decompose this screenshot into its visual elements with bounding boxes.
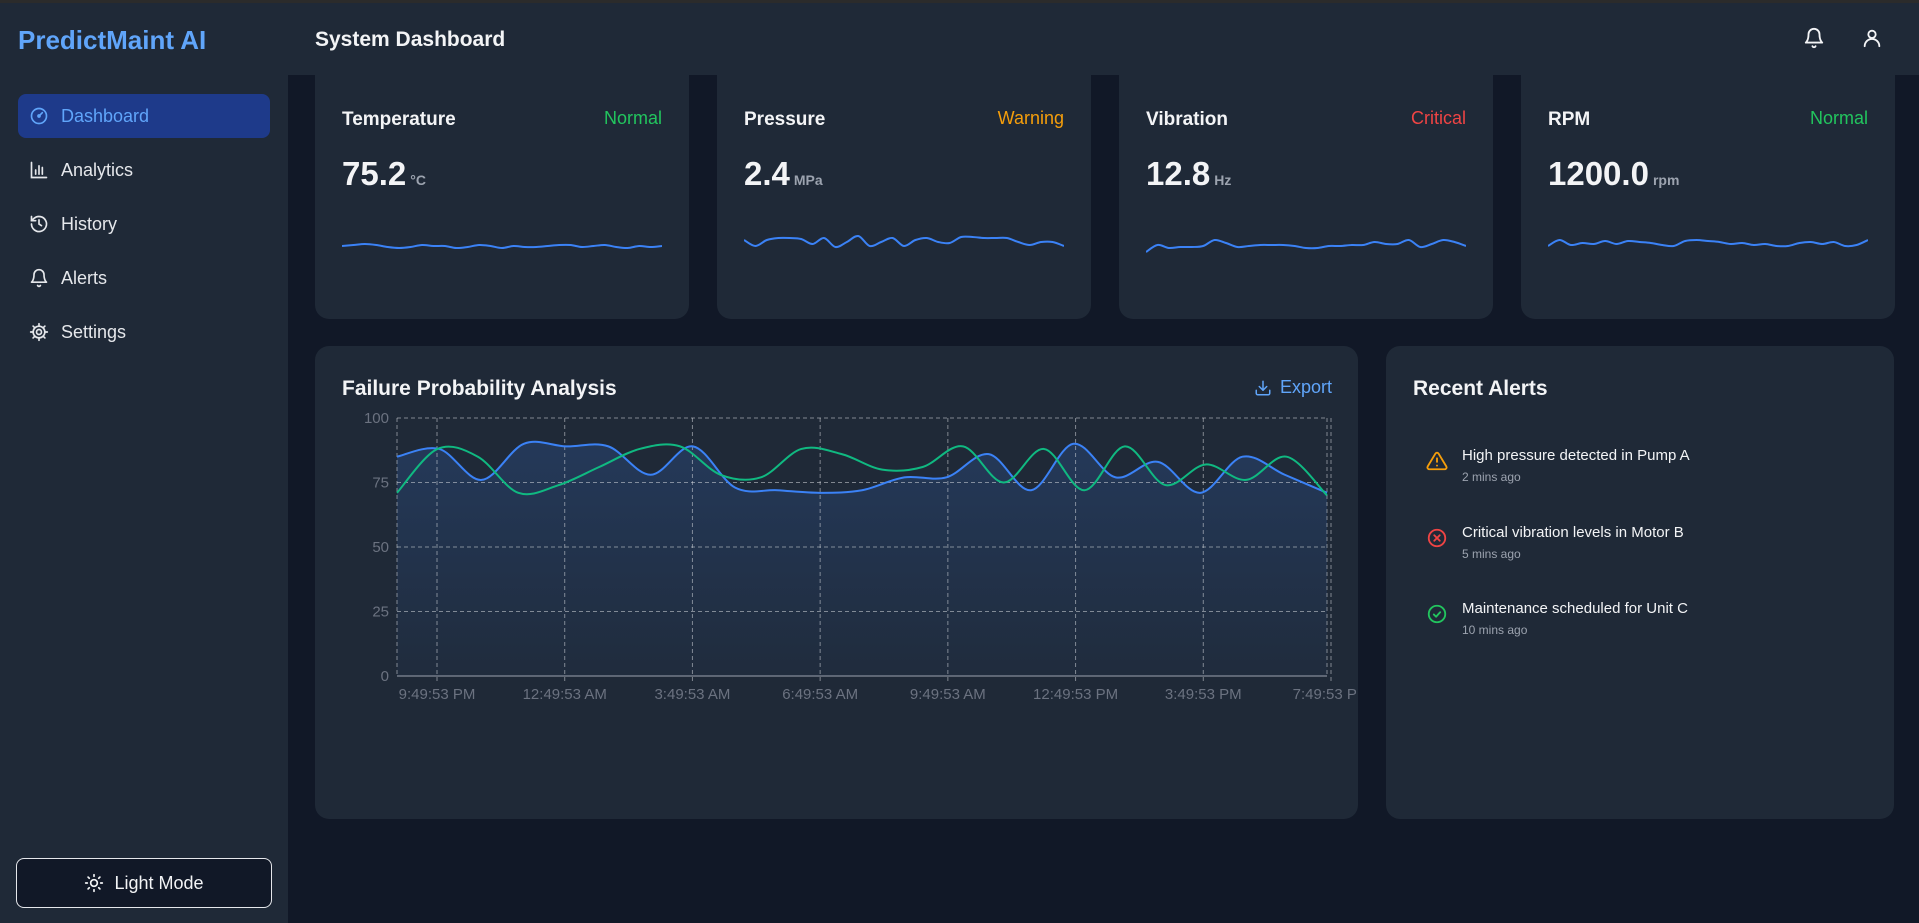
x-tick-label: 3:49:53 PM [1165,686,1242,703]
sparkline [744,234,1064,249]
top-header: System Dashboard [288,3,1919,75]
sparkline-path [342,242,662,250]
alert-item[interactable]: Maintenance scheduled for Unit C 10 mins… [1426,600,1866,644]
light-mode-button[interactable]: Light Mode [16,858,272,908]
x-tick-label: 6:49:53 AM [782,686,858,703]
metric-card-rpm: RPM Normal 1200.0 rpm [1521,75,1895,319]
sparkline-path [1146,238,1466,253]
metric-name: RPM [1548,109,1591,130]
recent-alerts-card: Recent Alerts High pressure detected in … [1386,346,1894,819]
y-tick-label: 75 [372,475,389,492]
x-tick-label: 9:49:53 AM [910,686,986,703]
sidebar-item-label: Alerts [61,267,108,288]
warning-icon [1426,450,1450,474]
status-badge: Normal [1809,108,1868,128]
series-line [396,440,1328,494]
sun-icon [85,873,104,893]
sidebar-item-analytics[interactable]: Analytics [18,148,270,192]
window-top-strip [0,0,1919,3]
sidebar-item-label: Dashboard [61,105,150,126]
x-tick-label: 9:49:53 PM [399,686,476,703]
sidebar-item-label: Settings [61,321,127,342]
export-button[interactable]: Export [1254,377,1332,398]
failure-probability-card: 0 25 50 75 100 9:49:53 PM 12:49:53 AM 3:49:53 A… [315,346,1358,819]
status-badge: Normal [603,108,662,128]
metric-name: Pressure [744,109,826,130]
alert-text: High pressure detected in Pump A [1462,447,1690,464]
metric-card-vibration: Vibration Critical 12.8 Hz [1119,75,1493,319]
alert-time: 2 mins ago [1462,470,1521,484]
check-circle-icon [1426,603,1450,627]
sidebar-item-label: History [61,213,118,234]
series-area [397,441,1327,676]
sparkline [342,242,662,250]
bell-icon [28,267,50,289]
sidebar-item-history[interactable]: History [18,202,270,246]
export-label: Export [1279,377,1332,397]
sparkline-path [744,234,1064,249]
failure-probability-chart: 0 25 50 75 100 9:49:53 PM 12:49:53 AM 3:49:53 A… [364,410,1358,703]
x-tick-label: 12:49:53 AM [523,686,607,703]
metric-value: 75.2 °C [342,155,426,192]
y-tick-label: 0 [381,668,389,685]
alert-item[interactable]: Critical vibration levels in Motor B 5 m… [1426,524,1866,568]
alert-time: 10 mins ago [1462,623,1528,637]
metric-unit: rpm [1652,172,1680,188]
y-tick-label: 100 [364,410,389,427]
x-tick-label: 3:49:53 AM [654,686,730,703]
status-badge: Warning [997,108,1064,128]
status-badge: Critical [1410,108,1466,128]
metric-unit: Hz [1214,172,1232,188]
app-logo: PredictMaint AI [18,25,207,55]
alerts-title: Recent Alerts [1413,377,1548,400]
series-line [396,443,1328,497]
metric-name: Temperature [342,109,456,130]
metric-value: 1200.0 rpm [1548,155,1680,192]
sidebar-nav: Dashboard Analytics History Alerts Setti… [18,94,270,364]
bell-icon[interactable] [1803,27,1829,53]
y-tick-label: 25 [372,604,389,621]
sparkline-path [1548,238,1868,248]
gauge-icon [28,105,50,127]
sparkline [1146,238,1466,253]
alert-text: Maintenance scheduled for Unit C [1462,600,1688,617]
download-icon [1255,380,1271,395]
metric-value: 12.8 Hz [1146,155,1232,192]
sparkline [1548,238,1868,248]
bar-chart-icon [28,159,50,181]
metric-unit: MPa [793,172,823,188]
page-title: System Dashboard [315,28,506,51]
sidebar-item-dashboard[interactable]: Dashboard [18,94,270,138]
alert-text: Critical vibration levels in Motor B [1462,524,1684,541]
metric-card-temperature: Temperature Normal 75.2 °C [315,75,689,319]
sidebar: PredictMaint AI Dashboard Analytics Hist… [0,3,288,923]
sidebar-item-settings[interactable]: Settings [18,310,270,354]
metric-card-pressure: Pressure Warning 2.4 MPa [717,75,1091,319]
sidebar-item-label: Analytics [61,159,134,180]
metric-value: 2.4 MPa [744,155,823,192]
gear-icon [28,321,50,343]
user-icon[interactable] [1861,27,1887,53]
alert-item[interactable]: High pressure detected in Pump A 2 mins … [1426,447,1866,491]
light-mode-label: Light Mode [114,872,204,893]
chart-title: Failure Probability Analysis [342,377,617,400]
metric-unit: °C [410,172,426,188]
history-icon [28,213,50,235]
alert-time: 5 mins ago [1462,547,1521,561]
y-tick-label: 50 [372,539,389,556]
x-circle-icon [1426,527,1450,551]
sidebar-item-alerts[interactable]: Alerts [18,256,270,300]
metric-name: Vibration [1146,109,1228,130]
x-tick-label: 12:49:53 PM [1033,686,1118,703]
x-tick-label: 7:49:53 PM [1293,686,1358,703]
